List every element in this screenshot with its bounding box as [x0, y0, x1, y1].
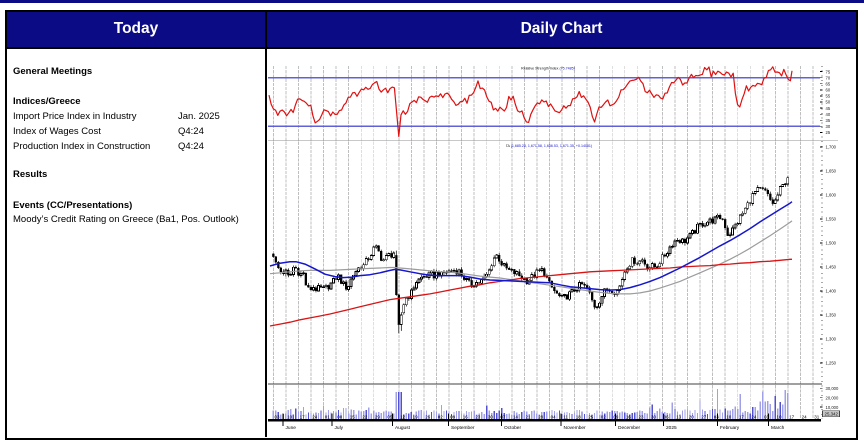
- svg-text:21: 21: [526, 415, 532, 420]
- svg-text:09: 09: [450, 415, 456, 420]
- svg-text:70: 70: [826, 75, 831, 80]
- svg-text:27: 27: [701, 415, 707, 420]
- svg-text:July: July: [335, 425, 344, 431]
- svg-text:16: 16: [463, 415, 469, 420]
- svg-text:30,000: 30,000: [826, 386, 839, 391]
- svg-text:14: 14: [513, 415, 519, 420]
- svg-text:04: 04: [551, 415, 557, 420]
- svg-text:17: 17: [789, 415, 795, 420]
- svg-text:March: March: [771, 425, 785, 431]
- svg-text:August: August: [395, 425, 411, 431]
- svg-text:24: 24: [751, 415, 757, 420]
- svg-text:ΓΔ (1,685.28, 1,671.58, 1,656.: ΓΔ (1,685.28, 1,671.58, 1,656.53, 1,671.…: [506, 144, 592, 148]
- svg-text:1,650: 1,650: [826, 169, 837, 174]
- svg-text:03: 03: [275, 415, 281, 420]
- svg-text:Relative Strength Index (75.74: Relative Strength Index (75.7485): [521, 67, 575, 71]
- svg-text:20: 20: [689, 415, 695, 420]
- svg-text:24: 24: [802, 415, 808, 420]
- svg-text:1,250: 1,250: [826, 361, 837, 366]
- svg-text:29: 29: [375, 415, 381, 420]
- svg-text:February: February: [720, 425, 740, 431]
- svg-text:10,000: 10,000: [826, 405, 839, 410]
- svg-text:31: 31: [814, 415, 820, 420]
- svg-text:25,342: 25,342: [825, 411, 839, 416]
- svg-text:25: 25: [588, 415, 594, 420]
- svg-text:11: 11: [563, 415, 568, 420]
- svg-text:13: 13: [676, 415, 682, 420]
- svg-text:25: 25: [826, 130, 831, 135]
- svg-text:10: 10: [287, 415, 293, 420]
- svg-text:16: 16: [626, 415, 632, 420]
- svg-text:23: 23: [475, 415, 481, 420]
- svg-text:30: 30: [826, 124, 831, 129]
- svg-text:28: 28: [538, 415, 544, 420]
- svg-text:22: 22: [362, 415, 368, 420]
- svg-text:2025: 2025: [666, 425, 677, 431]
- svg-text:18: 18: [576, 415, 582, 420]
- svg-text:03: 03: [714, 415, 720, 420]
- svg-text:10: 10: [726, 415, 732, 420]
- svg-text:15: 15: [350, 415, 356, 420]
- svg-text:17: 17: [739, 415, 745, 420]
- svg-text:30: 30: [488, 415, 494, 420]
- svg-text:September: September: [451, 425, 475, 431]
- svg-text:December: December: [618, 425, 641, 431]
- svg-text:1,450: 1,450: [826, 265, 837, 270]
- svg-text:06: 06: [664, 415, 670, 420]
- svg-text:23: 23: [639, 415, 645, 420]
- svg-text:02: 02: [438, 415, 444, 420]
- svg-text:45: 45: [826, 106, 831, 111]
- svg-text:01: 01: [325, 415, 331, 420]
- svg-text:17: 17: [300, 415, 306, 420]
- svg-text:75: 75: [826, 69, 831, 74]
- svg-text:1,550: 1,550: [826, 217, 837, 222]
- svg-text:1,400: 1,400: [826, 289, 837, 294]
- svg-text:40: 40: [826, 112, 831, 117]
- svg-text:19: 19: [413, 415, 419, 420]
- svg-text:1,500: 1,500: [826, 241, 837, 246]
- svg-text:1,600: 1,600: [826, 193, 837, 198]
- svg-text:65: 65: [826, 82, 831, 87]
- svg-text:07: 07: [500, 415, 506, 420]
- svg-text:35: 35: [826, 118, 831, 123]
- svg-text:60: 60: [826, 88, 831, 93]
- svg-text:50: 50: [826, 100, 831, 105]
- svg-text:12: 12: [400, 415, 406, 420]
- svg-text:02: 02: [601, 415, 607, 420]
- svg-text:03: 03: [764, 415, 770, 420]
- svg-text:10: 10: [777, 415, 783, 420]
- svg-text:October: October: [504, 425, 521, 431]
- svg-text:05: 05: [387, 415, 393, 420]
- svg-text:08: 08: [337, 415, 343, 420]
- svg-text:26: 26: [425, 415, 431, 420]
- svg-text:55: 55: [826, 94, 831, 99]
- svg-text:June: June: [286, 425, 297, 431]
- svg-text:November: November: [564, 425, 587, 431]
- svg-text:24: 24: [312, 415, 318, 420]
- svg-text:09: 09: [613, 415, 619, 420]
- svg-text:1,350: 1,350: [826, 313, 837, 318]
- svg-text:1,700: 1,700: [826, 145, 837, 150]
- svg-text:1,300: 1,300: [826, 337, 837, 342]
- svg-text:30: 30: [651, 415, 657, 420]
- svg-text:20,000: 20,000: [826, 395, 839, 400]
